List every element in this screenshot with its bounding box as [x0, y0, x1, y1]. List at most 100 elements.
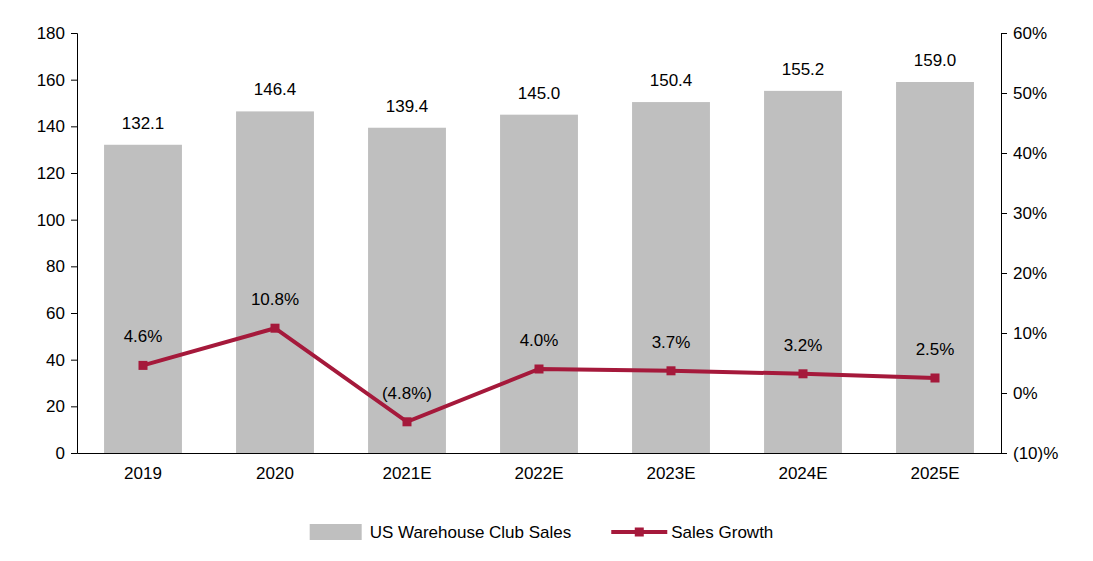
y-tick-label: 60 — [46, 304, 65, 323]
legend: US Warehouse Club Sales Sales Growth — [310, 523, 774, 542]
y-tick-mark — [71, 360, 77, 361]
x-tick-label: 2019 — [124, 464, 162, 483]
y2-tick-label: 50% — [1013, 84, 1047, 103]
x-tick: 2022E — [514, 453, 563, 483]
chart: 0 20 40 60 80 100 120 140 160 180 (10)% 0% 10% 20% 30%… — [0, 0, 1093, 561]
line-marker — [667, 366, 676, 375]
x-tick-label: 2020 — [256, 464, 294, 483]
x-tick-label: 2024E — [778, 464, 827, 483]
x-tick-label: 2023E — [646, 464, 695, 483]
legend-label: US Warehouse Club Sales — [370, 523, 572, 542]
line-marker — [535, 365, 544, 374]
legend-marker — [635, 528, 644, 537]
y2-tick-label: 10% — [1013, 324, 1047, 343]
legend-item: US Warehouse Club Sales — [310, 523, 572, 542]
x-tick: 2023E — [646, 453, 695, 483]
x-axis: 2019 2020 2021E 2022E 2023E 2024E 2025E — [78, 453, 1002, 483]
bar — [104, 145, 182, 453]
y-tick-mark — [71, 453, 77, 454]
bar — [236, 111, 314, 453]
bar-label: 159.0 — [914, 51, 957, 70]
legend-label: Sales Growth — [671, 523, 773, 542]
plot-area — [104, 82, 974, 453]
x-tick-label: 2025E — [910, 464, 959, 483]
y-tick: 120 — [37, 164, 77, 183]
y2-tick-mark — [1001, 93, 1007, 94]
y-tick-mark — [71, 33, 77, 34]
y2-tick: 10% — [1001, 324, 1047, 343]
line-label: (4.8%) — [382, 384, 432, 403]
y2-axis: (10)% 0% 10% 20% 30% 40% 50% 60% — [1001, 24, 1058, 463]
y2-tick-mark — [1001, 333, 1007, 334]
y2-tick: (10)% — [1001, 444, 1058, 463]
x-tick: 2020 — [256, 453, 294, 483]
line-marker — [931, 374, 940, 383]
y-tick-label: 140 — [37, 117, 65, 136]
y-tick: 60 — [46, 304, 77, 323]
y-tick-label: 100 — [37, 211, 65, 230]
axis-line — [71, 34, 78, 454]
y-tick: 100 — [37, 211, 77, 230]
line-label: 4.6% — [124, 327, 163, 346]
y2-tick-mark — [1001, 273, 1007, 274]
y2-tick-label: 60% — [1013, 24, 1047, 43]
y-tick: 20 — [46, 397, 77, 416]
bar — [500, 115, 578, 453]
y2-tick-mark — [1001, 33, 1007, 34]
y-tick-label: 180 — [37, 24, 65, 43]
y2-tick-mark — [1001, 453, 1007, 454]
line-label: 2.5% — [916, 340, 955, 359]
y2-tick-label: 30% — [1013, 204, 1047, 223]
y-tick: 80 — [46, 257, 77, 276]
bar-label: 145.0 — [518, 84, 561, 103]
line — [143, 328, 935, 422]
line-marker — [799, 369, 808, 378]
y2-tick-mark — [1001, 213, 1007, 214]
x-tick: 2021E — [382, 453, 431, 483]
x-tick: 2024E — [778, 453, 827, 483]
line-label: 4.0% — [520, 331, 559, 350]
axis-line — [1002, 34, 1008, 454]
bar-label: 155.2 — [782, 60, 825, 79]
bar-label: 139.4 — [386, 97, 429, 116]
x-tick-label: 2021E — [382, 464, 431, 483]
y-axis: 0 20 40 60 80 100 120 140 160 180 — [37, 24, 78, 463]
data-labels: 132.1146.4139.4145.0150.4155.2159.04.6%1… — [122, 51, 957, 403]
y-tick: 40 — [46, 351, 77, 370]
y-tick-label: 40 — [46, 351, 65, 370]
y-tick-label: 20 — [46, 397, 65, 416]
y2-tick: 20% — [1001, 264, 1047, 283]
y-tick-mark — [71, 313, 77, 314]
x-tick: 2025E — [910, 453, 959, 483]
y2-tick-label: 40% — [1013, 144, 1047, 163]
y-tick-label: 160 — [37, 71, 65, 90]
line-marker — [403, 417, 412, 426]
line-label: 3.2% — [784, 336, 823, 355]
line-marker — [139, 361, 148, 370]
x-tick-label: 2022E — [514, 464, 563, 483]
y-tick: 160 — [37, 71, 77, 90]
y-tick-mark — [71, 173, 77, 174]
y2-tick-label: 20% — [1013, 264, 1047, 283]
y2-tick-mark — [1001, 153, 1007, 154]
y2-tick: 50% — [1001, 84, 1047, 103]
y2-tick: 0% — [1001, 384, 1038, 403]
bar-label: 146.4 — [254, 80, 297, 99]
bar — [896, 82, 974, 453]
line-label: 10.8% — [251, 290, 299, 309]
y-tick-label: 0 — [56, 444, 65, 463]
y2-tick-mark — [1001, 393, 1007, 394]
legend-swatch — [310, 524, 362, 540]
y-tick-mark — [71, 80, 77, 81]
y-tick-label: 120 — [37, 164, 65, 183]
bar — [632, 102, 710, 453]
y-tick-mark — [71, 126, 77, 127]
y-tick-label: 80 — [46, 257, 65, 276]
y-tick: 180 — [37, 24, 77, 43]
y2-tick: 40% — [1001, 144, 1047, 163]
y2-tick-label: (10)% — [1013, 444, 1058, 463]
y-tick-mark — [71, 266, 77, 267]
y2-tick-label: 0% — [1013, 384, 1038, 403]
y-tick: 140 — [37, 117, 77, 136]
line-label: 3.7% — [652, 333, 691, 352]
